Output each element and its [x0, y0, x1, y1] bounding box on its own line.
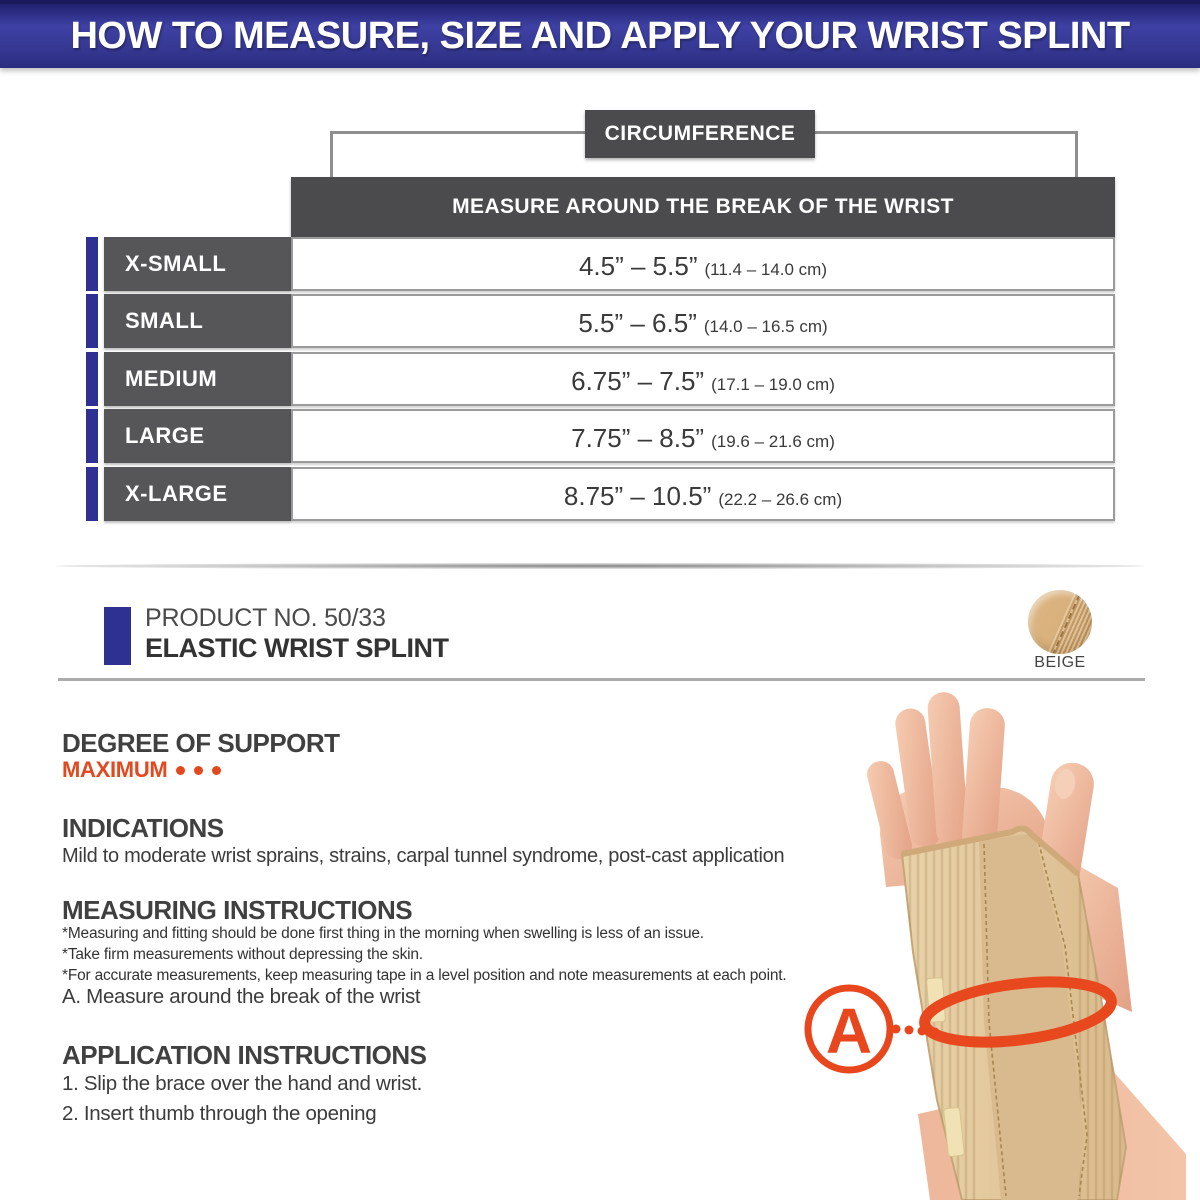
- size-range-cm: (17.1 – 19.0 cm): [711, 375, 835, 394]
- application-heading: APPLICATION INSTRUCTIONS: [62, 1040, 427, 1070]
- size-label: X-SMALL: [104, 237, 291, 291]
- header-banner: HOW TO MEASURE, SIZE AND APPLY YOUR WRIS…: [0, 0, 1200, 68]
- measuring-note: *Take firm measurements without depressi…: [62, 946, 423, 963]
- page-title: HOW TO MEASURE, SIZE AND APPLY YOUR WRIS…: [70, 14, 1130, 57]
- size-range-inches: 6.75” – 7.5”: [571, 366, 705, 396]
- section-divider-line: [58, 678, 1145, 681]
- size-range-cm: (22.2 – 26.6 cm): [718, 490, 843, 509]
- size-label: X-LARGE: [104, 467, 291, 521]
- color-swatch-label: BEIGE: [1034, 654, 1086, 671]
- support-level-row: MAXIMUM: [62, 757, 222, 783]
- measure-annotation: A: [804, 976, 1117, 1074]
- size-range-cm: (19.6 – 21.6 cm): [711, 432, 835, 451]
- row-accent-bar: [86, 237, 98, 291]
- measure-column-header: MEASURE AROUND THE BREAK OF THE WRIST: [291, 177, 1115, 237]
- size-range-cell: 7.75” – 8.5” (19.6 – 21.6 cm): [291, 409, 1115, 463]
- support-level: MAXIMUM: [62, 757, 168, 782]
- thumb-nail: [1054, 769, 1076, 799]
- dotted-leader-dot: [891, 1024, 901, 1034]
- support-level-dot: [176, 765, 186, 775]
- size-range-cell: 5.5” – 6.5” (14.0 – 16.5 cm): [291, 294, 1115, 348]
- circumference-header: CIRCUMFERENCE: [585, 110, 815, 158]
- table-row: LARGE 7.75” – 8.5” (19.6 – 21.6 cm): [0, 409, 1200, 463]
- size-range-inches: 4.5” – 5.5”: [578, 251, 698, 281]
- swatch-fabric-texture: [1046, 590, 1092, 654]
- finger-pinky: [867, 761, 912, 860]
- annotation-letter: A: [826, 995, 872, 1067]
- finger-ring: [895, 708, 941, 848]
- panel-stitch-left: [983, 843, 1007, 1197]
- measuring-note: *For accurate measurements, keep measuri…: [62, 967, 787, 984]
- product-accent-bar: [104, 607, 131, 665]
- size-label: SMALL: [104, 294, 291, 348]
- size-range-cm: (11.4 – 14.0 cm): [704, 260, 828, 279]
- table-row: MEDIUM 6.75” – 7.5” (17.1 – 19.0 cm): [0, 352, 1200, 406]
- size-range-cm: (14.0 – 16.5 cm): [703, 317, 828, 336]
- measuring-step-a: A. Measure around the break of the wrist: [62, 985, 421, 1008]
- measuring-note: *Measuring and fitting should be done fi…: [62, 925, 704, 942]
- table-row: SMALL 5.5” – 6.5” (14.0 – 16.5 cm): [0, 294, 1200, 348]
- size-label: MEDIUM: [104, 352, 291, 406]
- table-row: X-LARGE 8.75” – 10.5” (22.2 – 26.6 cm): [0, 467, 1200, 521]
- splint-center-panel: [979, 833, 1084, 1200]
- finger-middle: [927, 692, 969, 847]
- row-accent-bar: [86, 352, 98, 406]
- size-range-inches: 8.75” – 10.5”: [563, 481, 712, 511]
- application-step: 1. Slip the brace over the hand and wris…: [62, 1072, 423, 1095]
- product-number: PRODUCT NO. 50/33: [145, 604, 386, 632]
- size-range-inches: 7.75” – 8.5”: [571, 423, 705, 453]
- annotation-a-circle: [804, 984, 894, 1074]
- hand-splint-figure: A: [804, 692, 1186, 1200]
- table-row: X-SMALL 4.5” – 5.5” (11.4 – 14.0 cm): [0, 237, 1200, 291]
- measure-band: [919, 976, 1117, 1048]
- dotted-leader-dot: [917, 1026, 927, 1036]
- support-level-dot: [212, 765, 222, 775]
- splint-top-binding: [901, 825, 1080, 877]
- indications-text: Mild to moderate wrist sprains, strains,…: [62, 845, 785, 867]
- dotted-leader-dot: [904, 1025, 914, 1035]
- size-range-cell: 6.75” – 7.5” (17.1 – 19.0 cm): [291, 352, 1115, 406]
- section-divider-shadow: [55, 563, 1145, 569]
- measuring-heading: MEASURING INSTRUCTIONS: [62, 895, 413, 925]
- dotted-leader-dot: [930, 1027, 940, 1037]
- size-range-cell: 4.5” – 5.5” (11.4 – 14.0 cm): [291, 237, 1115, 291]
- support-heading: DEGREE OF SUPPORT: [62, 728, 340, 758]
- size-range-inches: 5.5” – 6.5”: [578, 308, 697, 338]
- row-accent-bar: [86, 294, 98, 348]
- panel-stitch-right: [1036, 835, 1088, 1197]
- finger-index: [962, 708, 1005, 853]
- product-name: ELASTIC WRIST SPLINT: [145, 633, 449, 663]
- color-swatch-beige: [1028, 590, 1092, 654]
- row-accent-bar: [86, 467, 98, 521]
- indications-heading: INDICATIONS: [62, 813, 224, 843]
- row-accent-bar: [86, 409, 98, 463]
- application-step: 2. Insert thumb through the opening: [62, 1102, 377, 1125]
- support-level-dot: [194, 765, 204, 775]
- size-range-cell: 8.75” – 10.5” (22.2 – 26.6 cm): [291, 467, 1115, 521]
- size-label: LARGE: [104, 409, 291, 463]
- splint-strap-tab: [943, 1107, 965, 1157]
